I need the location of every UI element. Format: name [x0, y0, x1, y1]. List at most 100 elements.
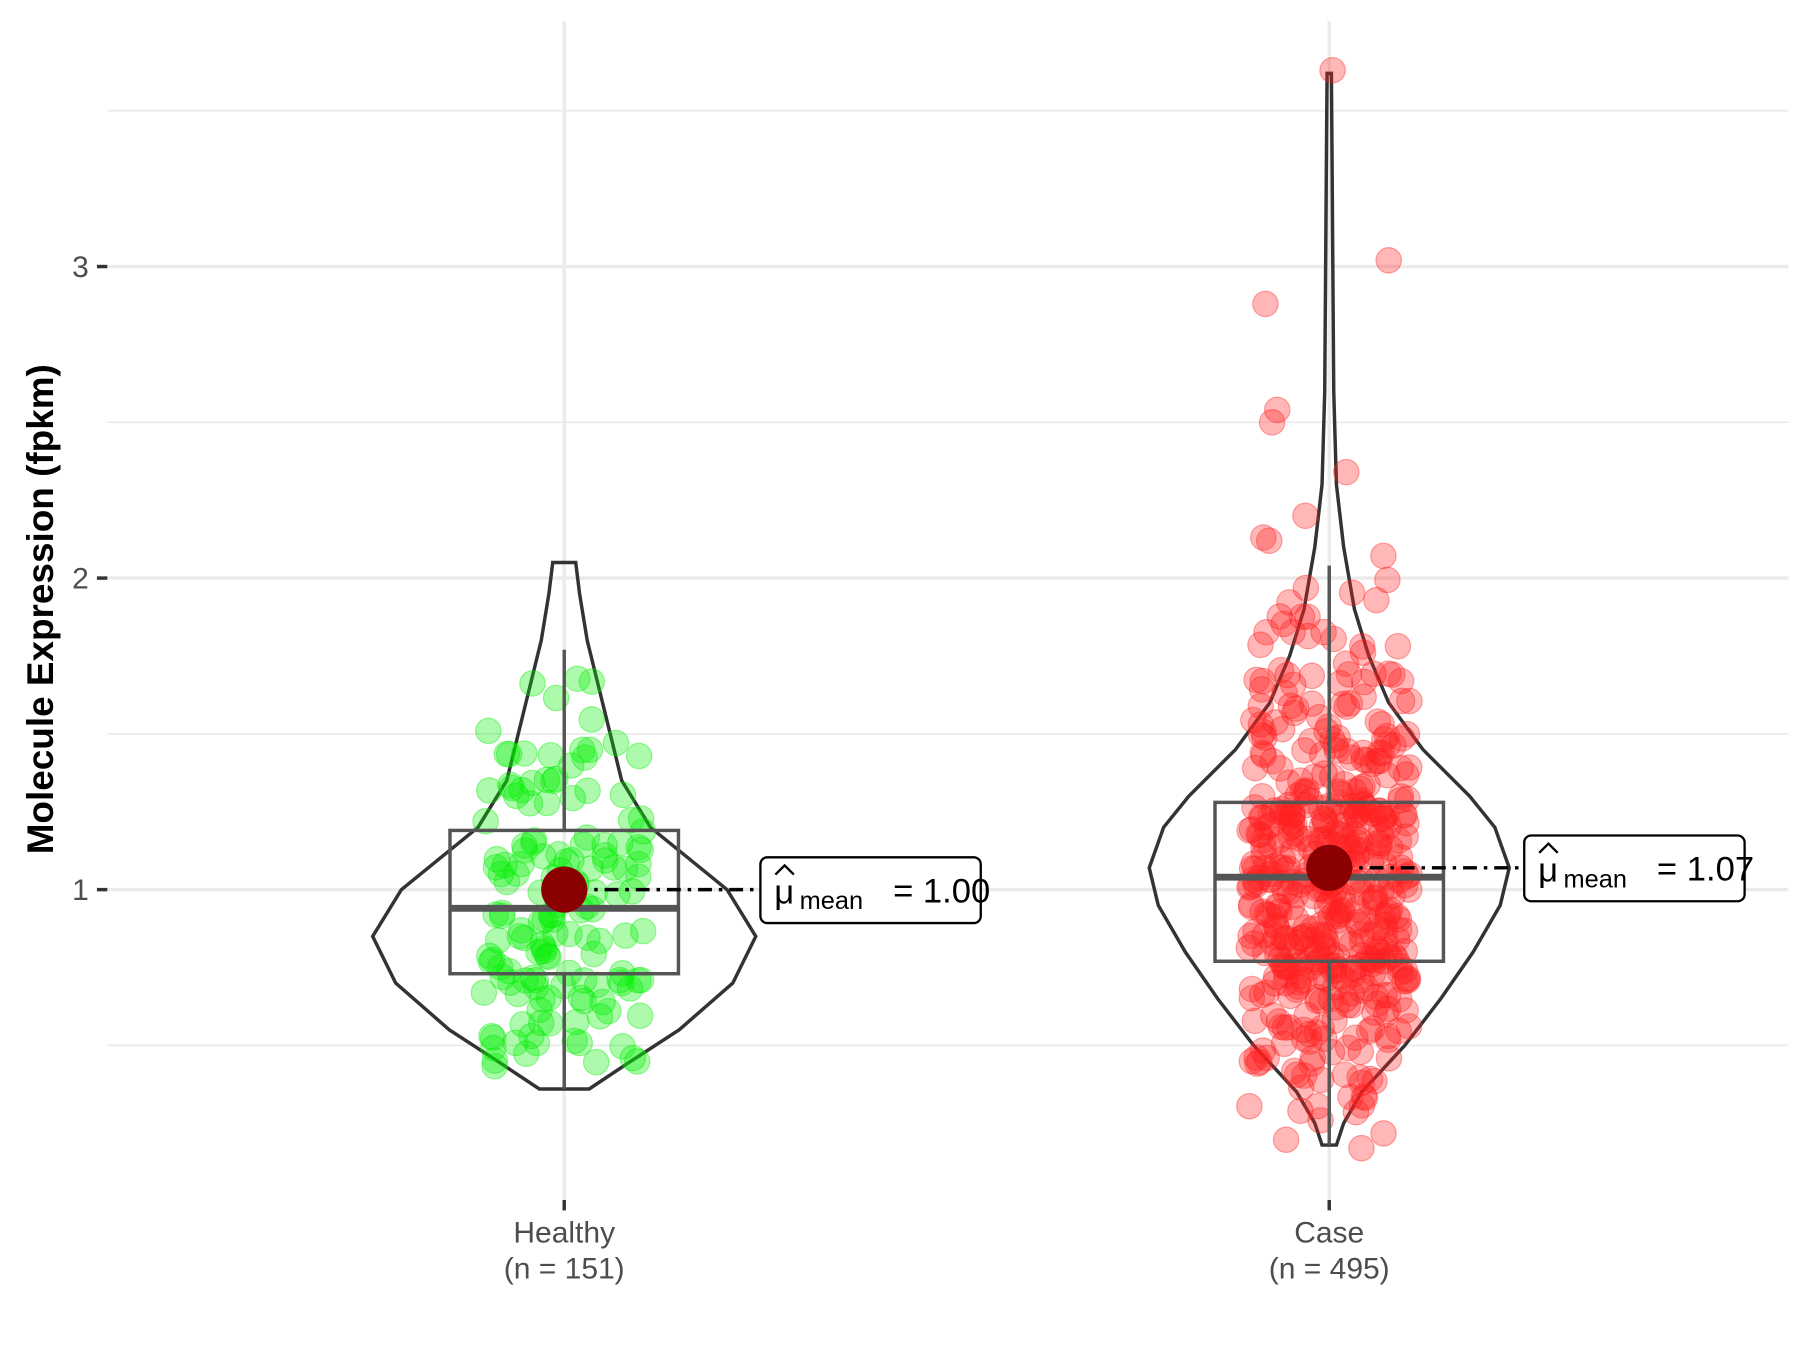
data-point: [1305, 921, 1332, 948]
data-point: [1368, 710, 1395, 738]
data-point: [495, 741, 523, 768]
data-point: [566, 1029, 593, 1057]
data-point: [504, 980, 532, 1008]
data-point: [1272, 799, 1300, 827]
data-point: [1333, 737, 1361, 765]
data-point: [1345, 808, 1373, 836]
data-point: [1395, 1013, 1423, 1040]
data-point: [1324, 956, 1352, 984]
data-point: [1348, 977, 1376, 1004]
data-point: [529, 931, 556, 958]
data-point: [586, 927, 614, 955]
data-point: [1241, 1007, 1269, 1035]
data-point: [530, 934, 558, 962]
data-point: [508, 850, 535, 878]
violins: [370, 71, 1512, 1147]
data-point: [1237, 922, 1264, 950]
data-point: [1362, 983, 1390, 1011]
data-point: [1372, 1000, 1400, 1028]
data-point: [1281, 1057, 1308, 1085]
data-point: [1266, 946, 1294, 973]
data-point: [1279, 837, 1307, 865]
data-point: [1375, 660, 1402, 687]
points: [470, 57, 1423, 1162]
mean-symbol: μ: [1538, 852, 1558, 890]
mean-hat-icon: [774, 863, 795, 876]
data-point: [1241, 794, 1268, 821]
x-tick-label: Case: [1294, 1217, 1364, 1250]
data-point: [1331, 966, 1358, 994]
data-point: [480, 1034, 507, 1062]
data-point: [1343, 829, 1370, 856]
data-point: [1370, 981, 1398, 1009]
data-point: [533, 766, 561, 794]
data-point: [1279, 618, 1307, 646]
data-point: [1350, 683, 1377, 711]
data-point: [1288, 924, 1316, 951]
data-point: [1256, 527, 1283, 554]
data-point: [1394, 785, 1421, 813]
data-point: [1350, 1083, 1378, 1110]
data-point: [1363, 586, 1390, 614]
data-point: [1271, 1014, 1299, 1041]
data-point: [1385, 916, 1413, 944]
data-point: [577, 855, 604, 882]
data-point: [1269, 845, 1297, 873]
data-point: [1373, 722, 1401, 750]
data-point: [1249, 804, 1276, 831]
data-point: [1258, 811, 1286, 838]
data-point: [481, 1052, 508, 1080]
data-point: [1371, 918, 1399, 945]
data-point: [1297, 727, 1325, 755]
data-point: [1371, 911, 1398, 939]
data-point: [583, 971, 611, 999]
data-point: [531, 937, 558, 965]
data-point: [1368, 902, 1396, 930]
data-point: [1392, 997, 1419, 1024]
data-point: [582, 1048, 610, 1076]
data-point: [1288, 950, 1316, 977]
data-point: [1285, 825, 1313, 852]
data-point: [1331, 1061, 1359, 1088]
data-point: [1374, 899, 1402, 926]
data-point: [1364, 829, 1391, 857]
data-point: [1366, 797, 1393, 825]
data-point: [1374, 1022, 1401, 1050]
data-point: [1352, 974, 1380, 1002]
data-point: [1391, 937, 1419, 965]
data-point: [519, 670, 546, 697]
data-point: [1376, 943, 1404, 971]
data-point: [497, 969, 524, 996]
data-point: [1243, 666, 1270, 694]
data-point: [586, 1003, 614, 1030]
data-point: [1312, 806, 1339, 834]
data-point: [1384, 633, 1412, 660]
data-point: [1347, 1038, 1375, 1066]
data-point: [1238, 984, 1266, 1012]
data-point: [1292, 502, 1319, 530]
x-tick-count: (n = 495): [1269, 1252, 1390, 1285]
data-point: [1338, 992, 1365, 1019]
data-point: [607, 829, 634, 857]
data-point: [1320, 957, 1347, 985]
data-point: [1367, 822, 1395, 849]
data-point: [1250, 741, 1277, 769]
data-point: [1295, 1020, 1323, 1048]
data-point: [1298, 662, 1326, 690]
mean-hat-icon: [1538, 841, 1559, 854]
data-point: [1244, 1050, 1271, 1077]
data-point: [1325, 778, 1353, 805]
data-point: [556, 920, 583, 948]
data-point: [512, 1040, 540, 1068]
boxplots: [448, 565, 1446, 1146]
data-point: [1263, 396, 1291, 424]
data-point: [535, 984, 563, 1012]
data-point: [1264, 892, 1291, 920]
data-point: [484, 927, 512, 954]
data-point: [1249, 739, 1277, 767]
data-point: [1289, 778, 1317, 805]
data-point: [1255, 901, 1283, 929]
data-point: [1270, 924, 1297, 951]
data-point: [1374, 1026, 1402, 1054]
